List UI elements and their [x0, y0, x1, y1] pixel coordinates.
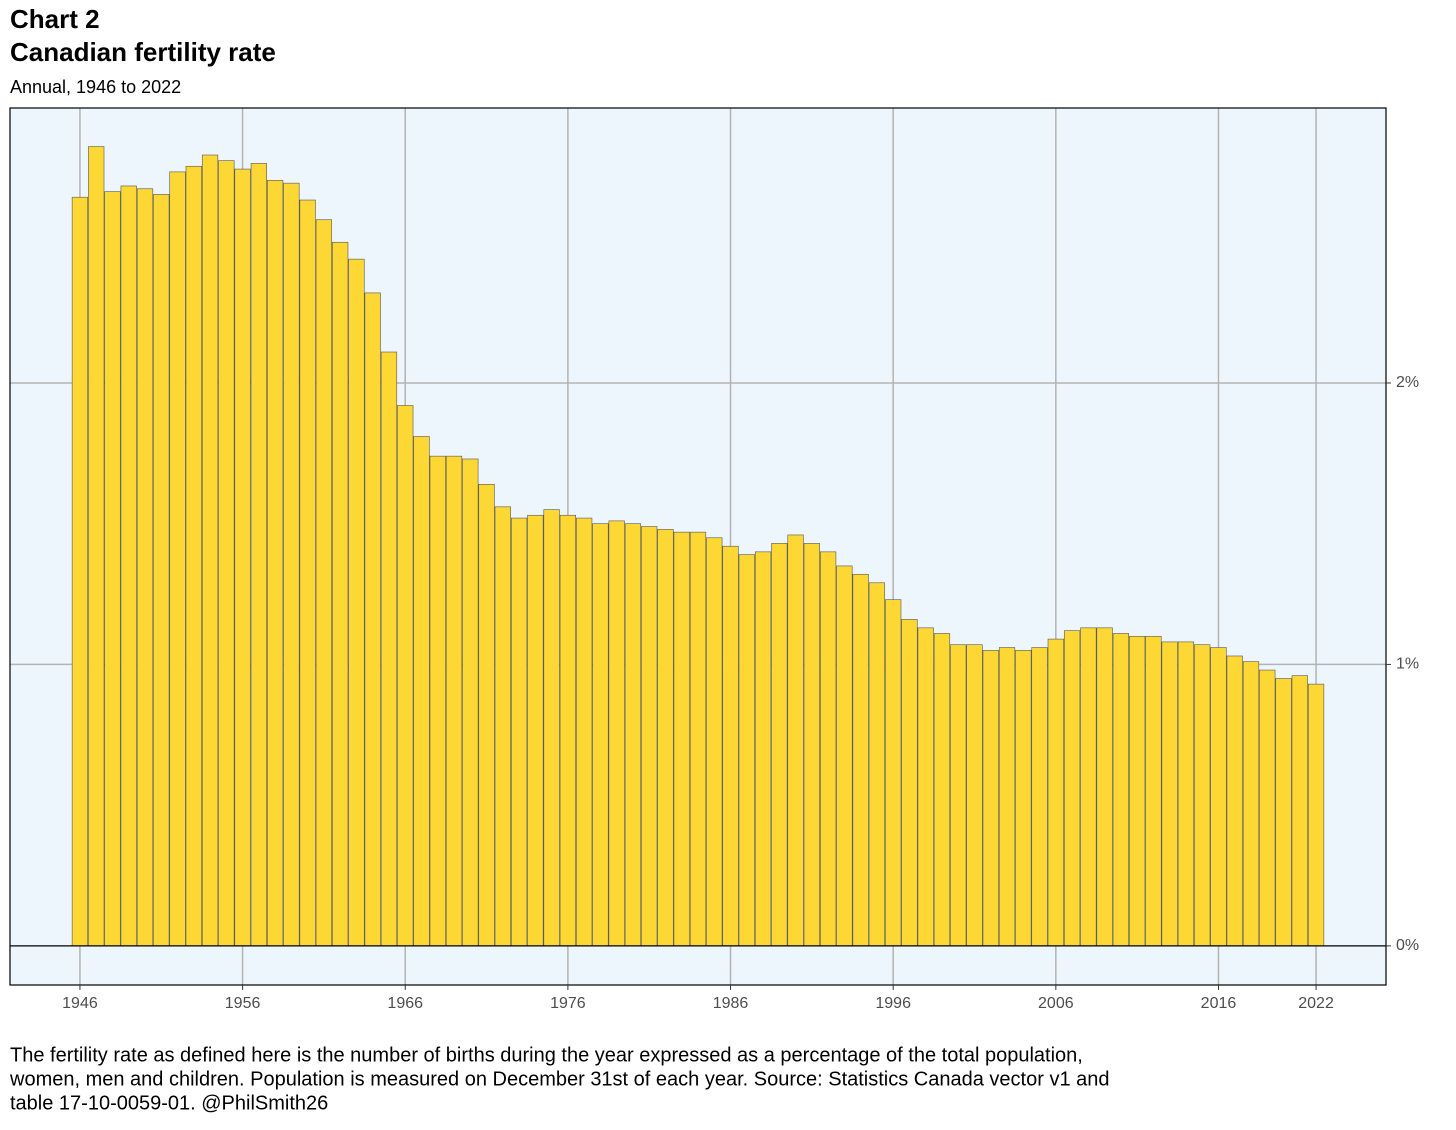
- bar: [982, 650, 999, 947]
- bar: [136, 188, 154, 947]
- bar: [1063, 630, 1081, 947]
- footnote: The fertility rate as defined here is th…: [10, 1044, 1083, 1066]
- bar: [462, 458, 479, 947]
- bar: [673, 531, 690, 947]
- bar: [754, 551, 772, 947]
- bar: [478, 483, 495, 947]
- x-tick-label: 1986: [713, 995, 749, 1012]
- bar: [917, 627, 934, 947]
- x-tick-label: 1966: [387, 995, 423, 1012]
- bar: [836, 565, 853, 947]
- bar: [71, 196, 89, 947]
- bar: [608, 520, 625, 947]
- bar: [1015, 650, 1032, 947]
- x-tick-label: 2006: [1038, 995, 1074, 1012]
- bar: [1145, 635, 1162, 947]
- bar: [1226, 655, 1243, 947]
- bar: [1047, 638, 1064, 947]
- bar: [510, 517, 528, 947]
- bar: [1194, 644, 1211, 947]
- bar: [901, 619, 918, 947]
- bar: [364, 292, 381, 947]
- y-tick-label: 1%: [1396, 656, 1419, 673]
- bar: [657, 529, 674, 947]
- bar: [104, 191, 121, 947]
- footnote: table 17-10-0059-01. @PhilSmith26: [10, 1092, 328, 1114]
- bar: [852, 574, 869, 947]
- bar: [1031, 647, 1048, 947]
- bar: [397, 405, 414, 947]
- bar: [120, 185, 137, 947]
- x-tick-label: 1956: [225, 995, 261, 1012]
- x-tick-label: 1946: [62, 995, 98, 1012]
- x-tick-label: 2016: [1201, 995, 1237, 1012]
- bar: [1129, 635, 1146, 947]
- bar: [1177, 641, 1195, 947]
- bar: [885, 599, 902, 947]
- bar: [185, 165, 202, 947]
- bar: [592, 523, 609, 947]
- bar: [413, 436, 430, 947]
- bar: [803, 543, 820, 947]
- footnote: women, men and children. Population is m…: [9, 1068, 1110, 1090]
- bar: [738, 554, 755, 947]
- bar: [1112, 633, 1129, 947]
- bar: [169, 171, 186, 947]
- bar: [1161, 641, 1178, 947]
- bar: [543, 509, 560, 947]
- bar: [1259, 669, 1276, 947]
- bar: [445, 455, 463, 947]
- bar: [559, 514, 576, 947]
- bar: [933, 633, 951, 947]
- bar: [250, 163, 267, 947]
- bar: [527, 514, 544, 947]
- x-tick-label: 2022: [1298, 995, 1334, 1012]
- y-tick-label: 2%: [1396, 374, 1419, 391]
- bar: [966, 644, 983, 947]
- bar: [1210, 647, 1227, 947]
- bar: [706, 537, 723, 947]
- bar: [1291, 675, 1308, 947]
- bar: [1242, 661, 1260, 947]
- x-tick-label: 1976: [550, 995, 586, 1012]
- bar: [348, 258, 365, 947]
- bar: [1096, 627, 1113, 947]
- bar: [315, 219, 333, 947]
- bar: [429, 455, 446, 947]
- bar: [201, 154, 219, 947]
- bar: [950, 644, 967, 947]
- bar: [234, 168, 251, 947]
- chart-title-main: Canadian fertility rate: [10, 37, 276, 67]
- bar: [267, 180, 284, 947]
- bar: [998, 647, 1016, 947]
- bar: [868, 582, 886, 947]
- bar: [576, 517, 593, 947]
- plot-border: [9, 107, 1387, 986]
- x-tick-label: 1996: [875, 995, 911, 1012]
- bar: [1275, 678, 1292, 947]
- bar: [1080, 627, 1097, 947]
- bar: [218, 160, 235, 947]
- bar: [380, 351, 398, 947]
- bar: [299, 199, 316, 947]
- bar: [494, 506, 511, 947]
- bar: [722, 545, 739, 947]
- bar: [624, 523, 642, 947]
- chart-title: Chart 2: [10, 4, 100, 34]
- bar: [283, 182, 300, 947]
- bar: [1307, 683, 1325, 947]
- bar: [641, 526, 658, 947]
- bar: [787, 534, 804, 947]
- y-tick-label: 0%: [1396, 937, 1419, 954]
- bar: [771, 543, 788, 947]
- bar: [820, 551, 837, 947]
- chart-subtitle: Annual, 1946 to 2022: [10, 77, 181, 97]
- bar: [332, 241, 349, 947]
- bar: [88, 146, 105, 947]
- bar: [689, 531, 707, 947]
- bar: [153, 194, 170, 947]
